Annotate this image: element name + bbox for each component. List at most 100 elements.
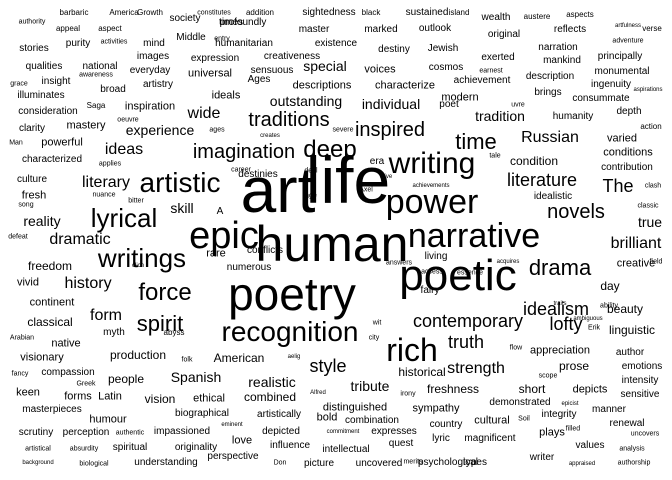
word: insight [41,76,71,87]
word: tale [489,152,501,160]
word: A [216,206,224,217]
word: writings [97,243,187,273]
word: beauty [606,302,644,316]
word: sensuous [250,65,294,76]
word: recognition [221,316,359,347]
word: keen [16,386,40,399]
word: depicted [262,426,300,437]
word: novels [547,201,605,223]
word: bitter [128,197,144,205]
word: aspect [98,24,122,33]
word: force [138,279,192,306]
word: song [18,201,34,209]
word: combination [345,415,399,426]
word: fresh [21,189,47,202]
word: expresses [371,426,417,437]
word: appeal [55,24,81,33]
word: descriptions [292,79,352,92]
word: writing [388,147,476,180]
word: freshness [426,382,480,396]
word: oeuvre [117,116,139,124]
word: power [385,183,479,221]
word: scope [538,372,558,380]
word: sensitive [620,389,660,400]
word: native [51,337,81,350]
word: biological [79,460,109,468]
word: authentic [115,429,145,437]
word: spirit [136,311,184,336]
word: addition [245,8,275,17]
word: Jewish [427,43,459,54]
word: types [463,457,487,468]
word: era [369,156,385,167]
word: Alfred [310,390,326,396]
word: compassion [41,367,95,378]
word: psychological [417,457,479,468]
word: originality [174,442,218,453]
word: qualities [25,61,63,72]
word: integrity [541,409,577,420]
word: biographical [175,408,229,419]
word: clash [644,182,662,190]
word: mastery [66,119,106,132]
word: deal [304,167,318,175]
word: island [448,8,470,17]
word: America [109,8,139,17]
word: lyrical [90,203,158,233]
word: black [361,8,381,17]
word: aelig [287,354,301,360]
word: living [424,251,448,262]
word: exerted [481,52,515,63]
word: clich [131,263,145,269]
word: achievements [412,183,450,189]
word: ambiguous [573,316,603,322]
word: merits [403,458,423,466]
word: myth [103,327,125,338]
word: ages [209,126,225,134]
word: depth [616,106,642,117]
word: contemporary [412,311,524,331]
word: sympathy [412,402,460,415]
word: description [525,71,575,82]
word: art [240,154,316,226]
word: expression [190,53,240,64]
word: reflects [553,24,587,35]
word: Don [273,459,287,467]
word: authorship [617,459,651,467]
word: scrutiny [18,427,54,438]
word: production [109,348,167,362]
word: sightedness [302,7,356,18]
word: society [169,13,201,24]
word: entry [214,35,230,43]
word: age [305,192,317,200]
word: conflicts [246,245,284,256]
word: severe [332,126,354,134]
word: fairy [420,285,440,296]
word: ingenuity [590,79,632,90]
word: emotions [621,361,663,372]
word: condition [509,154,559,168]
word: Ages [247,74,271,85]
word: magnificent [464,433,516,444]
word: awareness [79,71,113,79]
word: tradition [475,108,525,124]
word: literary [81,174,131,191]
word: creative [616,257,656,270]
word: voices [364,63,396,76]
word: Soil [518,415,530,423]
word: bold [316,411,338,424]
word: universal [187,67,233,80]
word: narration [538,42,578,53]
word: aspirations [633,87,663,93]
word: uncovered [355,458,403,469]
word: profoundly [219,17,267,28]
word: broad [100,84,126,95]
word: alive [379,174,393,180]
word: demonstrated [489,397,551,408]
word: everyday [129,65,171,76]
word: inspired [354,119,426,141]
word: day [600,279,620,293]
word: ideas [104,141,144,158]
word: wealth [481,12,511,23]
